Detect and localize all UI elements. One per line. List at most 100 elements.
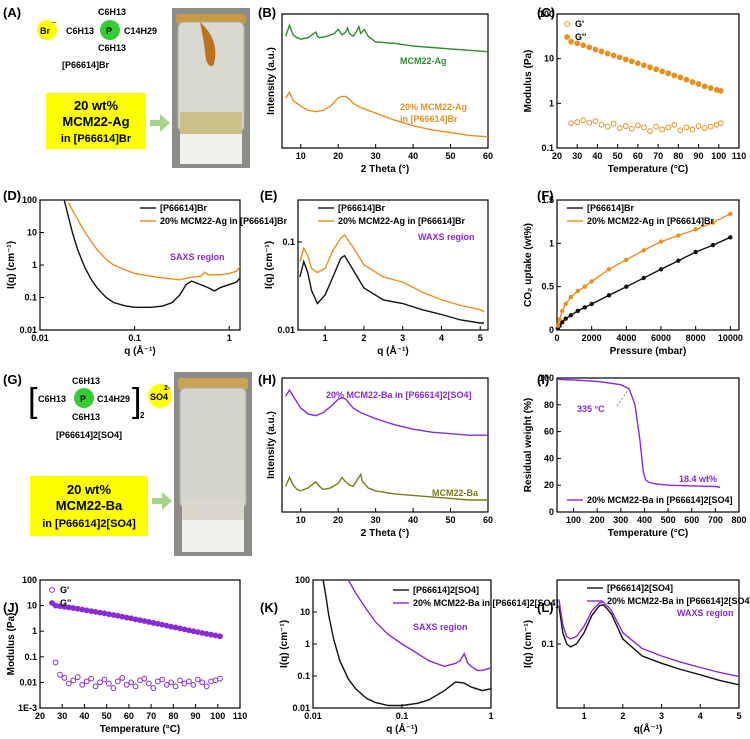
data-point — [647, 64, 653, 71]
data-point — [586, 44, 593, 51]
chart-d-xlabel: q (Å⁻¹) — [124, 344, 155, 357]
data-point — [61, 674, 68, 681]
data-point — [560, 308, 565, 314]
x-tick-label: 20 — [35, 711, 45, 721]
data-point — [159, 676, 166, 683]
data-point — [634, 122, 641, 129]
x-tick-label: 60 — [483, 515, 493, 525]
chart-c-label: (C) — [537, 5, 555, 20]
series-line-0 — [557, 236, 731, 329]
y-tick-label: 40 — [544, 453, 554, 463]
data-point — [110, 685, 117, 691]
x-tick-label: 2 — [620, 711, 625, 721]
data-point — [88, 675, 95, 682]
legend-entry: 20% MCM22-Ba in [P66614]2[SO4] — [413, 598, 559, 608]
data-point — [580, 42, 587, 49]
data-point — [575, 308, 580, 314]
series-annotation: 20% MCM22-Ba in [P66614]2[SO4] — [326, 390, 472, 400]
data-point — [74, 674, 81, 681]
chart-l-label: (L) — [537, 600, 554, 615]
data-point — [707, 123, 714, 130]
chart-c: (C)20 30 40 50 60 70 80 90 100 1100.1110100Temper… — [523, 5, 746, 175]
y-tick-label: 0 — [549, 325, 554, 335]
y-tick-label: 0.5 — [541, 282, 554, 292]
y-tick-label: 100 — [22, 195, 37, 205]
y-tick-label: 100 — [22, 575, 37, 585]
data-point — [177, 677, 183, 684]
x-tick-label: 3 — [659, 711, 664, 721]
data-point — [568, 38, 575, 45]
data-point — [624, 284, 629, 289]
x-tick-label: 4 — [439, 333, 444, 343]
panel-g-box-line-3: in [P66614]2[SO4] — [42, 518, 136, 530]
chart-d-ylabel: I(q) (cm⁻¹) — [6, 241, 17, 289]
panel-a-box-line-1: 20 wt% — [74, 98, 119, 113]
panel-g-box-line-1: 20 wt% — [67, 482, 112, 497]
data-point — [717, 120, 724, 127]
data-point — [710, 242, 716, 248]
legend-marker — [564, 21, 570, 27]
chart-h-xlabel: 2 Theta (°) — [361, 528, 409, 539]
chart-f: (F) 0 2000 4000 6000 8000 10000 0 0.5 1 1.5 Pressur… — [523, 188, 743, 357]
x-tick-label: 20 — [552, 151, 562, 161]
panel-g-cation-top: C6H13 — [72, 376, 100, 386]
panel-a-box-line-3: in [P66614]Br — [61, 133, 132, 145]
x-tick-label: 60 — [124, 711, 134, 721]
x-tick-label: 30 — [371, 515, 381, 525]
panel-g-arrow-icon — [152, 492, 172, 510]
data-point — [604, 50, 611, 57]
chart-b-ylabel: Intensity (a.u.) — [266, 47, 277, 115]
legend-entry: 20% MCM22-Ag in [P66614]Br — [587, 216, 715, 226]
chart-c-ylabel: Modulus (Pa) — [523, 50, 534, 113]
chart-e-label: (E) — [260, 188, 277, 203]
x-tick-label: 1 — [227, 333, 232, 343]
data-point — [568, 120, 575, 127]
panel-g-cation-left: C6H13 — [38, 394, 66, 404]
legend-entry: [P66614]Br — [338, 203, 386, 213]
x-tick-label: 10 — [296, 151, 306, 161]
panel-g-salt-name: [P66614]2[SO4] — [56, 430, 122, 440]
x-tick-label: 40 — [408, 515, 418, 525]
chart-i-xlabel: Temperature (°C) — [608, 528, 689, 539]
data-point — [589, 279, 594, 284]
chart-h: (H) 10 20 30 40 50 60 2 Theta (°) Intensity (a.u… — [258, 372, 493, 539]
x-tick-label: 50 — [446, 515, 456, 525]
data-point — [592, 118, 599, 125]
x-tick-label: 110 — [233, 711, 248, 721]
y-tick-label: 0.1 — [24, 652, 37, 662]
series-line-1 — [347, 579, 492, 672]
series-line-1 — [558, 599, 740, 678]
data-point — [589, 301, 594, 307]
x-tick-label: 70 — [653, 151, 663, 161]
series-line-1 — [299, 233, 485, 313]
panel-a-anion-circle — [37, 20, 57, 40]
x-tick-label: 80 — [168, 711, 178, 721]
data-point — [168, 679, 175, 686]
y-tick-label: 100 — [295, 575, 310, 585]
data-point — [568, 313, 574, 318]
data-point — [119, 674, 126, 681]
panel-g-bracket-left: [ — [28, 382, 38, 420]
data-point — [693, 249, 698, 255]
data-point — [659, 68, 666, 75]
panel-a-box-line-2: MCM22-Ag — [62, 114, 129, 129]
data-point — [665, 70, 672, 77]
y-tick-label: 0 — [549, 507, 554, 517]
panel-g-highlight-box — [30, 476, 148, 536]
data-point — [568, 294, 574, 300]
y-tick-label: 0.1 — [541, 639, 554, 649]
y-tick-label: 1E-3 — [18, 703, 37, 713]
chart-e-ylabel: I(q) (cm⁻¹) — [264, 241, 275, 289]
x-tick-label: 20 — [333, 151, 343, 161]
series-annotation: MCM22-Ba — [432, 488, 479, 498]
data-point — [555, 323, 561, 328]
y-tick-label: 0.01 — [277, 325, 295, 335]
legend-entry: G' — [60, 585, 69, 595]
series-line-1 — [285, 90, 489, 138]
x-tick-label: 0.1 — [396, 711, 409, 721]
x-tick-label: 400 — [637, 515, 652, 525]
x-tick-label: 4000 — [616, 333, 636, 343]
data-point — [658, 239, 664, 244]
x-tick-label: 10000 — [718, 333, 743, 343]
panel-a-cation-bottom: C6H13 — [98, 43, 126, 53]
